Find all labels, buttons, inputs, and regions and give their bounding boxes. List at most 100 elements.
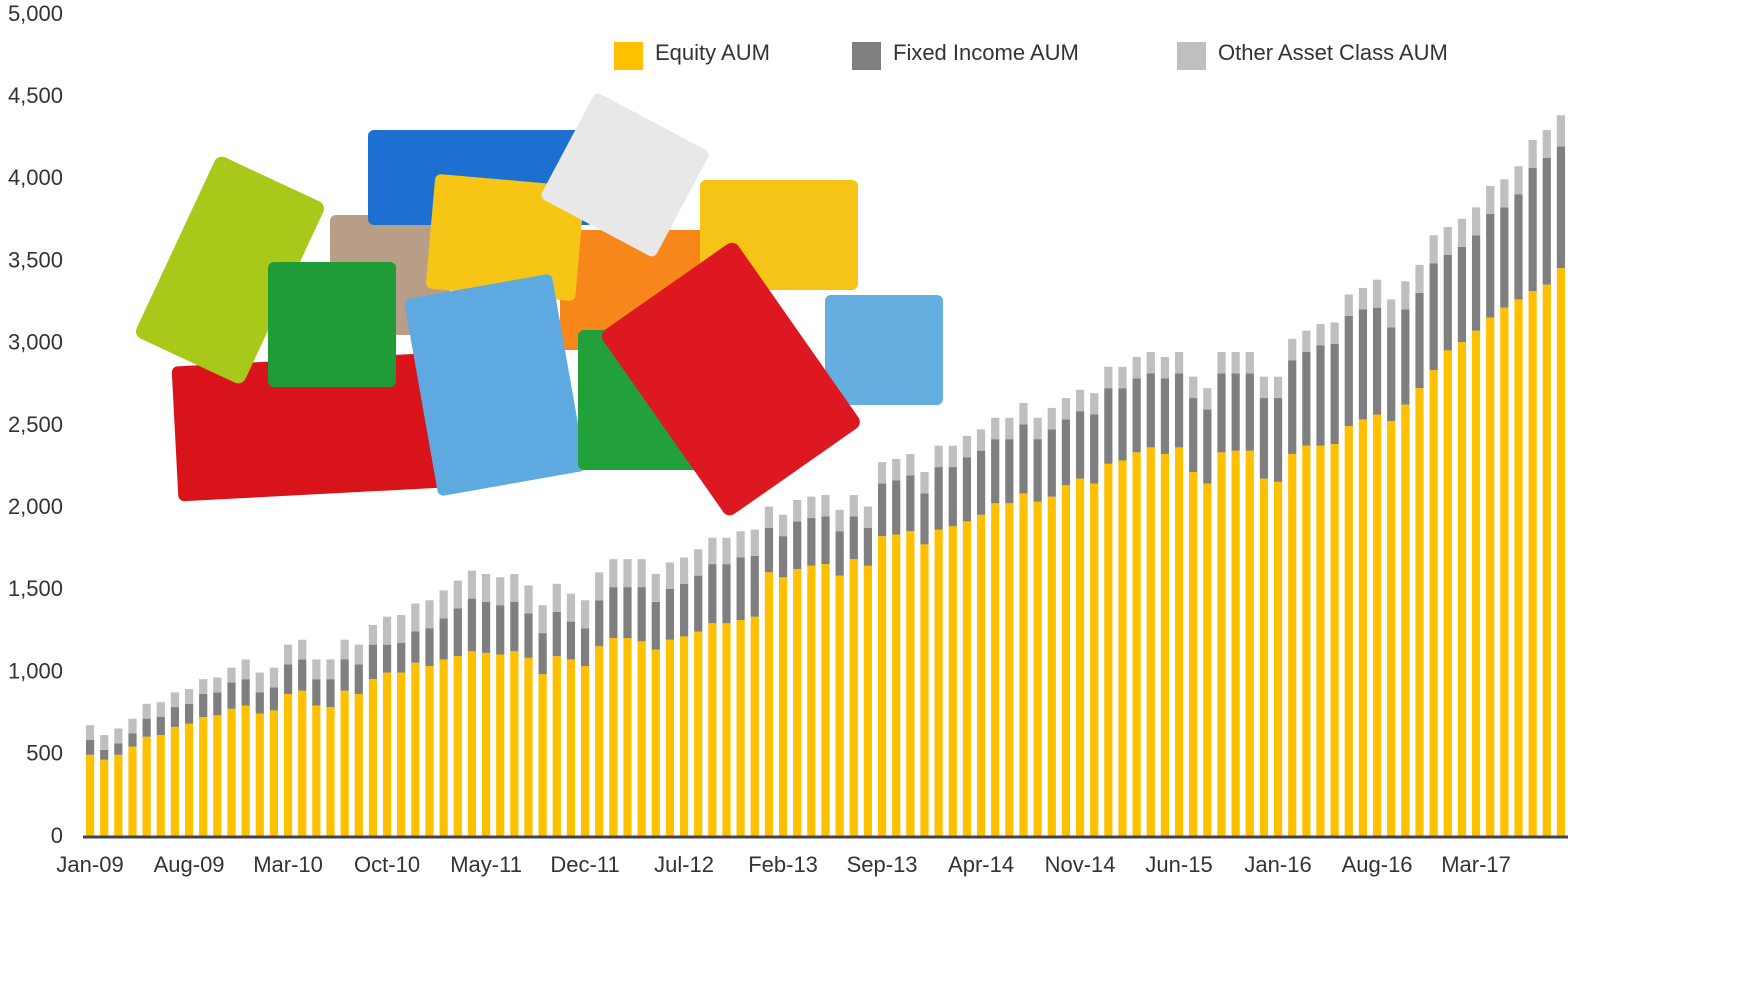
- bar-segment: [397, 672, 406, 837]
- bar-segment: [566, 593, 576, 622]
- bar-segment: [1486, 317, 1495, 838]
- bar-segment: [1302, 445, 1311, 837]
- bar-segment: [1330, 343, 1339, 445]
- bar-segment: [722, 564, 731, 624]
- bar-segment: [595, 646, 604, 837]
- bar-segment: [114, 743, 123, 755]
- bar-segment: [481, 652, 491, 837]
- bar-segment: [312, 659, 321, 680]
- bar-segment: [1132, 356, 1141, 379]
- bar-segment: [920, 544, 929, 837]
- bar-segment: [1401, 309, 1410, 405]
- bar-segment: [170, 707, 180, 727]
- y-tick-label: 1,000: [8, 658, 63, 683]
- bar-segment: [708, 623, 717, 837]
- bar-segment: [962, 435, 972, 458]
- y-tick-label: 4,000: [8, 165, 63, 190]
- x-tick-label: Oct-10: [354, 852, 420, 877]
- bar-segment: [397, 615, 406, 644]
- bar-segment: [510, 573, 519, 602]
- bar-segment: [623, 638, 632, 837]
- bar-segment: [637, 641, 646, 837]
- bar-segment: [665, 588, 675, 640]
- bar-segment: [651, 649, 660, 837]
- bar-segment: [1486, 185, 1495, 214]
- bar-segment: [156, 716, 165, 736]
- bar-segment: [1542, 158, 1551, 285]
- bar-segment: [750, 616, 759, 837]
- bar-segment: [1189, 376, 1198, 399]
- bar-segment: [1316, 345, 1325, 446]
- bar-segment: [1457, 246, 1467, 343]
- bar-segment: [948, 526, 957, 837]
- bar-segment: [453, 580, 462, 609]
- bar-segment: [368, 679, 378, 837]
- bar-segment: [1316, 445, 1325, 837]
- bar-segment: [906, 475, 915, 532]
- bar-segment: [213, 715, 222, 837]
- bar-segment: [368, 644, 378, 680]
- bar-segment: [877, 536, 887, 837]
- bar-segment: [948, 467, 957, 527]
- x-tick-label: Aug-09: [154, 852, 225, 877]
- bar-segment: [114, 728, 123, 744]
- bar-segment: [821, 516, 830, 565]
- y-tick-label: 1,500: [8, 576, 63, 601]
- bar-segment: [1217, 373, 1226, 453]
- legend-label: Other Asset Class AUM: [1218, 40, 1448, 65]
- bar-segment: [425, 666, 434, 837]
- bar-segment: [1387, 327, 1396, 422]
- bar-segment: [326, 707, 335, 837]
- bar-segment: [1231, 373, 1240, 451]
- bar-segment: [849, 516, 858, 560]
- bar-segment: [1203, 388, 1212, 410]
- bar-segment: [128, 718, 137, 734]
- bar-segment: [326, 679, 335, 708]
- bar-segment: [1542, 130, 1551, 159]
- bar-segment: [580, 666, 590, 837]
- bar-segment: [934, 529, 943, 837]
- bar-segment: [255, 713, 264, 837]
- bar-segment: [1019, 402, 1028, 425]
- bar-segment: [1203, 483, 1212, 837]
- bar-segment: [835, 531, 844, 576]
- bar-segment: [665, 639, 675, 837]
- bar-segment: [1061, 485, 1071, 837]
- bar-segment: [241, 679, 250, 706]
- lego-illustration: [135, 93, 943, 516]
- legend-label: Equity AUM: [655, 40, 770, 65]
- x-tick-label: Mar-17: [1441, 852, 1511, 877]
- x-tick-label: May-11: [450, 852, 522, 877]
- bar-segment: [1387, 421, 1396, 837]
- bar-segment: [382, 644, 392, 673]
- bar-segment: [934, 467, 943, 530]
- bar-segment: [1273, 481, 1283, 837]
- bar-segment: [976, 450, 986, 515]
- bar-segment: [1118, 388, 1127, 461]
- bar-segment: [1231, 450, 1240, 837]
- bar-segment: [467, 598, 477, 652]
- x-tick-label: Jan-09: [56, 852, 123, 877]
- bar-segment: [1075, 478, 1085, 837]
- bar-segment: [1118, 366, 1127, 389]
- bar-segment: [1174, 447, 1184, 837]
- bar-segment: [425, 600, 434, 629]
- bar-segment: [976, 514, 986, 837]
- bar-segment: [764, 527, 774, 573]
- bar-segment: [807, 518, 816, 566]
- bar-segment: [1259, 478, 1269, 837]
- bar-segment: [863, 527, 873, 566]
- bar-segment: [722, 623, 731, 837]
- bar-segment: [679, 557, 689, 584]
- bar-segment: [439, 590, 448, 619]
- bar-segment: [354, 664, 363, 694]
- bar-segment: [397, 643, 406, 673]
- bar-segment: [1457, 218, 1467, 247]
- bar-segment: [1005, 503, 1014, 837]
- bar-segment: [1146, 373, 1155, 448]
- bar-segment: [128, 733, 137, 747]
- bar-segment: [793, 499, 802, 522]
- bar-segment: [1075, 389, 1085, 412]
- bar-segment: [1429, 263, 1438, 371]
